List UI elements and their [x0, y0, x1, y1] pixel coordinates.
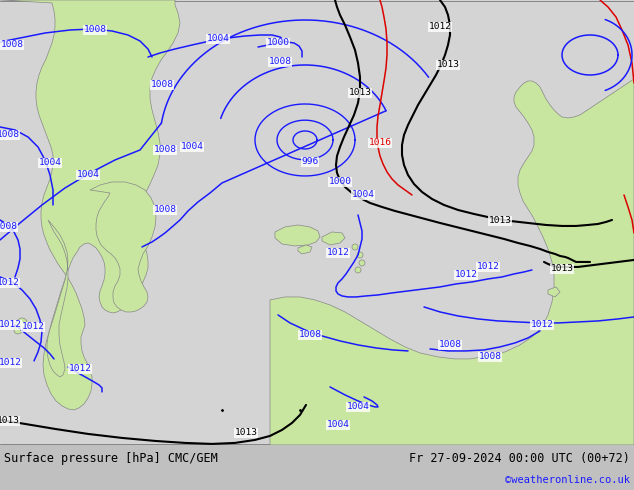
Text: 1013: 1013	[550, 265, 574, 273]
Text: 1004: 1004	[327, 420, 349, 429]
Circle shape	[17, 318, 27, 328]
Polygon shape	[0, 0, 180, 410]
Text: 1004: 1004	[77, 171, 100, 179]
Circle shape	[359, 260, 365, 266]
Text: 1008: 1008	[153, 146, 176, 154]
Circle shape	[357, 252, 363, 258]
Text: 1004: 1004	[207, 34, 230, 44]
Text: 1008: 1008	[479, 352, 501, 362]
Text: 1008: 1008	[0, 130, 20, 140]
Text: 1013: 1013	[489, 217, 512, 225]
Text: 1012: 1012	[0, 320, 22, 329]
Text: 1013: 1013	[349, 89, 372, 98]
Polygon shape	[270, 79, 634, 445]
Text: ©weatheronline.co.uk: ©weatheronline.co.uk	[505, 475, 630, 485]
Text: 1016: 1016	[368, 139, 392, 147]
Text: 1012: 1012	[68, 365, 91, 373]
Text: 1008: 1008	[299, 330, 321, 340]
Text: 1013: 1013	[436, 60, 460, 70]
Text: 1013: 1013	[235, 428, 257, 438]
Circle shape	[355, 267, 361, 273]
Polygon shape	[322, 232, 345, 245]
Text: 1008: 1008	[150, 80, 174, 90]
Text: 1004: 1004	[181, 143, 204, 151]
Text: 1012: 1012	[0, 358, 22, 368]
Text: 1000: 1000	[328, 177, 351, 187]
Text: 1004: 1004	[39, 158, 61, 168]
Text: 1008: 1008	[84, 25, 107, 34]
Text: Surface pressure [hPa] CMC/GEM: Surface pressure [hPa] CMC/GEM	[4, 452, 217, 466]
Text: 1013: 1013	[0, 416, 20, 425]
Text: 1012: 1012	[22, 322, 44, 331]
Text: 1012: 1012	[455, 270, 477, 279]
Circle shape	[14, 326, 22, 334]
Text: 1008: 1008	[439, 341, 462, 349]
Circle shape	[352, 244, 358, 250]
Text: 1012: 1012	[429, 23, 451, 31]
Text: 1012: 1012	[327, 248, 349, 257]
Text: 1012: 1012	[531, 320, 553, 329]
Polygon shape	[548, 287, 560, 297]
Text: 996: 996	[301, 157, 319, 167]
Text: 1004: 1004	[351, 191, 375, 199]
Polygon shape	[275, 225, 320, 246]
Text: Fr 27-09-2024 00:00 UTC (00+72): Fr 27-09-2024 00:00 UTC (00+72)	[409, 452, 630, 466]
Text: 1008: 1008	[269, 57, 292, 67]
Text: 1008: 1008	[0, 222, 18, 231]
Text: 1012: 1012	[0, 278, 20, 288]
Text: 1008: 1008	[153, 205, 176, 215]
Text: 1008: 1008	[1, 41, 23, 49]
Text: 1000: 1000	[266, 39, 290, 48]
Polygon shape	[90, 182, 156, 312]
Polygon shape	[47, 220, 68, 377]
Text: 1004: 1004	[347, 402, 370, 412]
Text: 1012: 1012	[477, 263, 500, 271]
Polygon shape	[298, 245, 312, 254]
